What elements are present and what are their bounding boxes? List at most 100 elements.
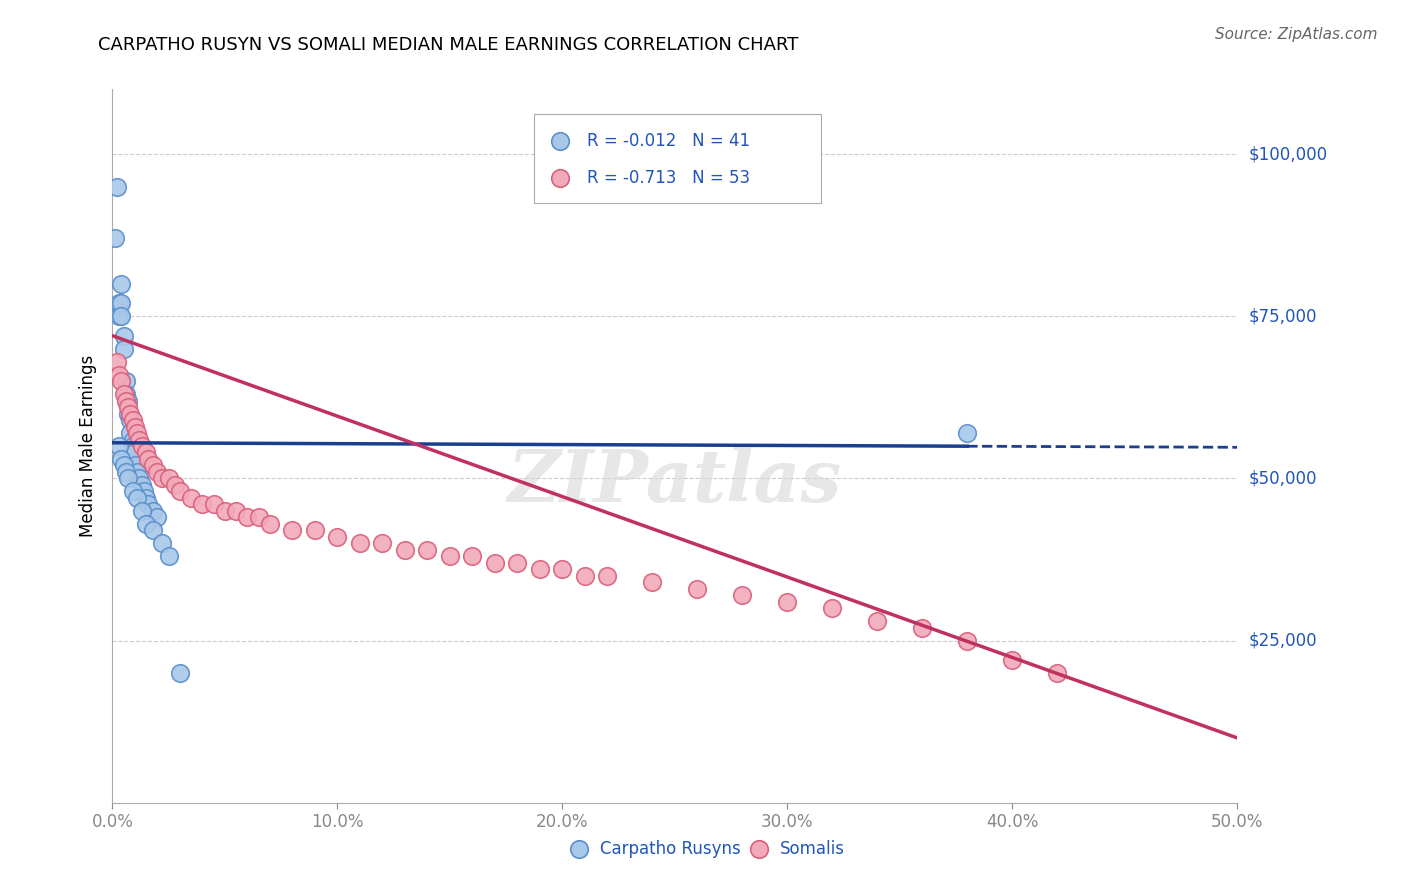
- Point: [110, 310, 132, 324]
- Point: [124, 419, 146, 434]
- Text: CARPATHO RUSYN VS SOMALI MEDIAN MALE EARNINGS CORRELATION CHART: CARPATHO RUSYN VS SOMALI MEDIAN MALE EAR…: [98, 36, 799, 54]
- Point: [1046, 666, 1069, 681]
- Point: [641, 575, 664, 590]
- Point: [108, 368, 131, 382]
- Point: [117, 471, 139, 485]
- Point: [138, 452, 160, 467]
- Point: [146, 510, 169, 524]
- Point: [112, 342, 135, 356]
- Point: [146, 465, 169, 479]
- Point: [120, 413, 142, 427]
- Point: [121, 439, 143, 453]
- Point: [121, 433, 143, 447]
- Point: [115, 393, 138, 408]
- Point: [371, 536, 394, 550]
- Point: [866, 614, 889, 628]
- Point: [142, 524, 165, 538]
- Text: $50,000: $50,000: [1249, 469, 1317, 487]
- Point: [124, 458, 146, 473]
- Text: Source: ZipAtlas.com: Source: ZipAtlas.com: [1215, 27, 1378, 42]
- Text: Carpatho Rusyns: Carpatho Rusyns: [599, 840, 741, 858]
- Point: [157, 471, 180, 485]
- Point: [461, 549, 484, 564]
- Point: [956, 633, 979, 648]
- Point: [686, 582, 709, 596]
- Y-axis label: Median Male Earnings: Median Male Earnings: [79, 355, 97, 537]
- Point: [997, 796, 1019, 810]
- Point: [150, 536, 173, 550]
- Point: [110, 296, 132, 310]
- Point: [135, 491, 157, 505]
- Point: [108, 310, 131, 324]
- Point: [731, 588, 754, 602]
- Point: [121, 413, 143, 427]
- Point: [259, 516, 281, 531]
- Point: [127, 465, 149, 479]
- Point: [304, 524, 326, 538]
- Point: [108, 296, 131, 310]
- Point: [776, 595, 799, 609]
- Point: [128, 433, 150, 447]
- Point: [997, 796, 1019, 810]
- Point: [135, 516, 157, 531]
- Point: [416, 542, 439, 557]
- Point: [115, 374, 138, 388]
- Point: [115, 465, 138, 479]
- Point: [117, 393, 139, 408]
- Point: [110, 452, 132, 467]
- Text: Somalis: Somalis: [779, 840, 845, 858]
- Point: [574, 568, 596, 582]
- Point: [117, 407, 139, 421]
- Point: [169, 484, 191, 499]
- Point: [169, 666, 191, 681]
- Point: [529, 562, 551, 576]
- Point: [596, 568, 619, 582]
- Point: [1035, 796, 1057, 810]
- Point: [191, 497, 214, 511]
- Point: [236, 510, 259, 524]
- Point: [112, 387, 135, 401]
- Point: [127, 425, 149, 440]
- Point: [180, 491, 202, 505]
- Point: [110, 277, 132, 291]
- Text: R = -0.713   N = 53: R = -0.713 N = 53: [588, 169, 751, 187]
- Point: [956, 425, 979, 440]
- Point: [911, 621, 934, 635]
- Point: [150, 471, 173, 485]
- Point: [110, 374, 132, 388]
- Point: [112, 328, 135, 343]
- Point: [121, 484, 143, 499]
- Point: [120, 425, 142, 440]
- Point: [326, 530, 349, 544]
- Point: [132, 484, 155, 499]
- Point: [394, 542, 416, 557]
- Point: [157, 549, 180, 564]
- Point: [108, 439, 131, 453]
- Point: [131, 478, 153, 492]
- Point: [1395, 796, 1406, 810]
- Point: [281, 524, 304, 538]
- Point: [821, 601, 844, 615]
- Point: [439, 549, 461, 564]
- Point: [104, 231, 127, 245]
- Point: [138, 497, 160, 511]
- Point: [214, 504, 236, 518]
- FancyBboxPatch shape: [534, 114, 821, 203]
- Point: [120, 407, 142, 421]
- Point: [142, 458, 165, 473]
- Point: [112, 458, 135, 473]
- Point: [127, 491, 149, 505]
- Text: $25,000: $25,000: [1249, 632, 1317, 649]
- Point: [247, 510, 270, 524]
- Point: [551, 562, 574, 576]
- Point: [115, 387, 138, 401]
- Text: R = -0.012   N = 41: R = -0.012 N = 41: [588, 132, 751, 150]
- Point: [135, 445, 157, 459]
- Point: [117, 400, 139, 414]
- Point: [128, 471, 150, 485]
- Text: $75,000: $75,000: [1249, 307, 1317, 326]
- Point: [142, 504, 165, 518]
- Point: [506, 556, 529, 570]
- Point: [484, 556, 506, 570]
- Text: ZIPatlas: ZIPatlas: [508, 446, 842, 517]
